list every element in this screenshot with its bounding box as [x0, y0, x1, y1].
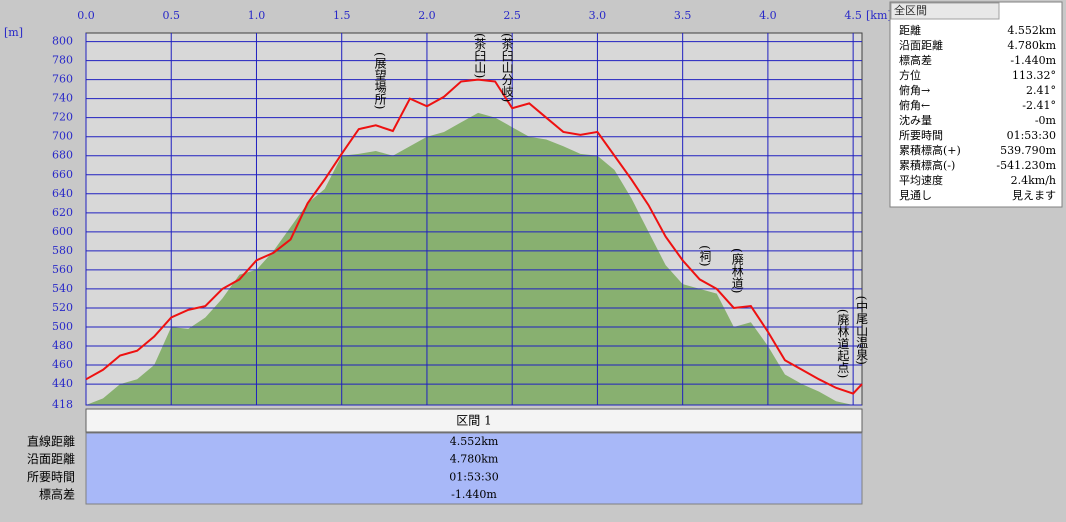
summary-label: 距離 [899, 23, 921, 37]
y-tick-label: 660 [52, 168, 73, 181]
summary-value: 2.41° [1026, 84, 1056, 97]
y-tick-label: 680 [52, 149, 73, 162]
summary-value: 113.32° [1012, 69, 1056, 82]
summary-panel [889, 1, 1063, 208]
x-tick-label: 0.0 [77, 9, 95, 22]
summary-label: 累積標高(+) [899, 143, 961, 157]
summary-label: 見通し [899, 189, 932, 202]
y-tick-label: 780 [52, 54, 73, 67]
y-unit: [m] [4, 26, 23, 39]
annotation: (祠) [698, 245, 712, 266]
y-tick-label: 500 [52, 320, 73, 333]
y-tick-label: 480 [52, 339, 73, 352]
section-value: 01:53:30 [449, 470, 498, 483]
summary-value: -0m [1035, 114, 1057, 127]
section-label: 所要時間 [27, 470, 75, 484]
summary-value: 2.4km/h [1011, 174, 1056, 187]
section-body-bg [85, 432, 863, 505]
summary-label: 俯角→ [899, 83, 930, 97]
summary-value: -1.440m [1010, 54, 1056, 67]
summary-value: 見えます [1012, 189, 1056, 202]
summary-value: 4.552km [1007, 24, 1056, 37]
annotation: (茶臼山) [473, 33, 487, 78]
summary-label: 所要時間 [899, 129, 943, 142]
annotation: (茶臼山分岐) [500, 33, 514, 102]
x-tick-label: 4.0 [759, 9, 777, 22]
y-tick-label: 640 [52, 187, 73, 200]
summary-label: 沿面距離 [899, 38, 943, 52]
x-tick-label: 2.0 [418, 9, 436, 22]
route-line [85, 78, 863, 395]
y-tick-label: 700 [52, 130, 73, 143]
section-value: 4.552km [450, 435, 499, 448]
annotation: (廃林道起点) [836, 309, 850, 378]
y-tick-label: 540 [52, 282, 73, 295]
section-label: 沿面距離 [27, 452, 75, 466]
summary-label: 沈み量 [899, 113, 932, 127]
summary-value: 4.780km [1007, 39, 1056, 52]
summary-title-bg [890, 2, 1000, 20]
x-tick-label: 3.5 [674, 9, 692, 22]
x-tick-label: 4.5 [844, 9, 862, 22]
y-tick-label: 460 [52, 358, 73, 371]
y-tick-label: 800 [52, 35, 73, 48]
annotation: (廃林道) [730, 248, 744, 293]
y-tick-label: 720 [52, 111, 73, 124]
x-tick-label: 1.5 [333, 9, 351, 22]
y-tick-label: 740 [52, 92, 73, 105]
x-tick-label: 0.5 [162, 9, 180, 22]
terrain-area [86, 112, 862, 406]
summary-label: 平均速度 [899, 173, 943, 187]
y-tick-label: 580 [52, 244, 73, 257]
summary-value: 539.790m [1000, 144, 1056, 157]
x-tick-label: 1.0 [248, 9, 266, 22]
summary-value: -2.41° [1022, 99, 1056, 112]
y-tick-label: 760 [52, 73, 73, 86]
section-header: 区間 1 [456, 414, 491, 428]
section-header-bg [85, 408, 863, 433]
summary-value: 01:53:30 [1007, 129, 1056, 142]
section-value: 4.780km [450, 453, 499, 466]
x-tick-label: 3.0 [589, 9, 607, 22]
y-tick-label: 600 [52, 225, 73, 238]
annotation: (中尾山温泉) [855, 296, 869, 365]
summary-title: 全区間 [894, 3, 927, 17]
section-label: 標高差 [39, 487, 75, 502]
summary-label: 標高差 [899, 53, 932, 67]
summary-label: 方位 [899, 68, 921, 82]
y-tick-label: 418 [52, 398, 73, 411]
y-tick-label: 520 [52, 301, 73, 314]
x-unit: [km] [866, 9, 892, 22]
annotation: (展望場所) [373, 52, 387, 109]
summary-label: 俯角← [899, 98, 930, 112]
summary-label: 累積標高(-) [899, 158, 955, 172]
y-tick-label: 560 [52, 263, 73, 276]
y-tick-label: 440 [52, 377, 73, 390]
section-label: 直線距離 [27, 434, 75, 449]
section-value: -1.440m [451, 488, 497, 501]
y-tick-label: 620 [52, 206, 73, 219]
summary-value: -541.230m [996, 159, 1056, 172]
x-tick-label: 2.5 [503, 9, 521, 22]
